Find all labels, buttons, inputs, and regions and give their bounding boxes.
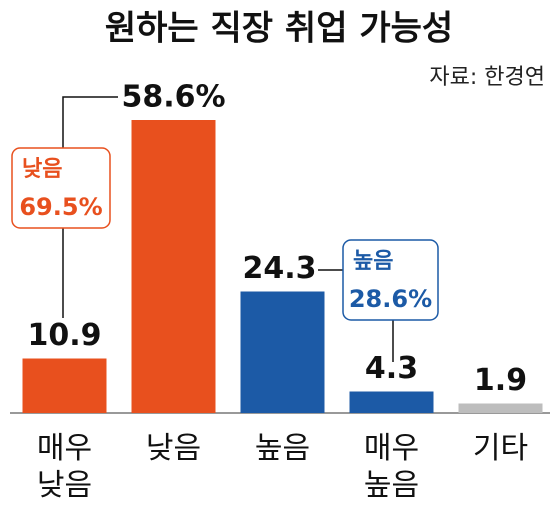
- bar: [131, 120, 216, 413]
- bar: [349, 391, 434, 413]
- x-tick-label: 기타: [472, 431, 529, 466]
- annotation-label: 높음: [353, 249, 393, 274]
- annotation-label: 낮음: [22, 157, 62, 182]
- x-tick-label: 매우 낮음: [36, 431, 93, 503]
- value-label: 4.3: [365, 351, 418, 386]
- annotation-box: [342, 239, 439, 321]
- annotation-box: [11, 147, 111, 229]
- value-label: 1.9: [474, 363, 527, 398]
- source: 자료: 한경연: [429, 65, 545, 90]
- bar: [240, 291, 325, 413]
- chart-title: 원하는 직장 취업 가능성: [105, 9, 453, 49]
- connector: [62, 96, 118, 148]
- x-tick-label: 높음: [254, 431, 311, 466]
- bar: [458, 403, 543, 413]
- value-label: 58.6%: [121, 80, 225, 115]
- annotation-text: 28.6%: [349, 285, 432, 313]
- x-tick-label: 매우 높음: [363, 431, 420, 503]
- value-label: 10.9: [27, 318, 101, 353]
- bar: [22, 358, 107, 413]
- annotation-text: 69.5%: [19, 193, 102, 221]
- x-tick-label: 낮음: [145, 431, 202, 466]
- value-label: 24.3: [242, 251, 316, 286]
